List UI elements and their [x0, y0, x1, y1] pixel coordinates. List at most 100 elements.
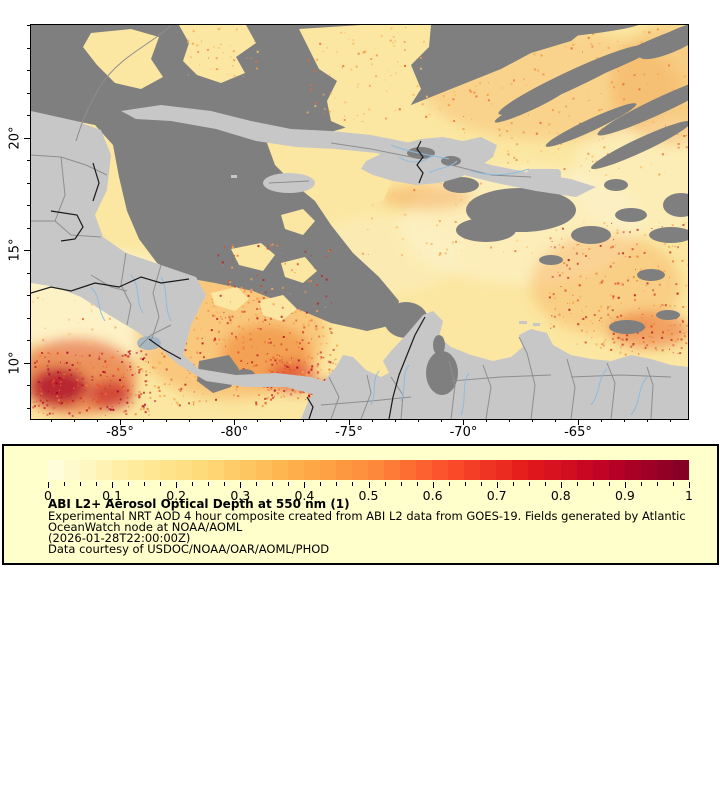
y-minor-tick: [27, 205, 30, 207]
colorbar-tick-label: 0.4: [294, 488, 315, 503]
legend-text-block: ABI L2+ Aerosol Optical Depth at 550 nm …: [48, 498, 708, 556]
y-minor-tick: [27, 295, 30, 297]
colorbar-major-tick: [112, 482, 114, 488]
colorbar-step: [528, 460, 545, 480]
lake-nicaragua: [137, 336, 161, 350]
y-minor-tick: [27, 227, 30, 229]
colorbar-minor-tick: [288, 482, 290, 486]
colorbar-minor-tick: [512, 482, 514, 486]
legend-credit: Data courtesy of USDOC/NOAA/OAR/AOML/PHO…: [48, 542, 330, 557]
longitude-tick-label: -80°: [220, 425, 249, 440]
map-plot-area: [30, 24, 689, 420]
y-minor-tick: [27, 25, 30, 27]
colorbar-step: [672, 460, 689, 480]
colorbar-step: [336, 460, 353, 480]
colorbar-step: [416, 460, 433, 480]
colorbar-minor-tick: [64, 482, 66, 486]
colorbar-tick-label: 0.1: [102, 488, 123, 503]
colorbar-step: [224, 460, 241, 480]
colorbar-tick-label: 0.2: [166, 488, 187, 503]
colorbar-step: [640, 460, 657, 480]
y-minor-tick: [27, 317, 30, 319]
colorbar-step: [368, 460, 385, 480]
y-minor-tick: [27, 407, 30, 409]
colorbar-major-tick: [689, 482, 690, 488]
colorbar-major-tick: [240, 482, 242, 488]
colorbar-step: [192, 460, 209, 480]
colorbar-minor-tick: [448, 482, 450, 486]
colorbar-minor-tick: [608, 482, 610, 486]
colorbar-step: [592, 460, 609, 480]
colorbar-step: [400, 460, 417, 480]
colorbar-step: [384, 460, 401, 480]
colorbar-step: [560, 460, 577, 480]
colorbar-step: [80, 460, 97, 480]
x-minor-tick: [188, 419, 190, 422]
colorbar-step: [96, 460, 113, 480]
colorbar-minor-tick: [416, 482, 418, 486]
colorbar-minor-tick: [96, 482, 98, 486]
x-minor-tick: [532, 419, 534, 422]
landmasses: [31, 105, 688, 419]
colorbar-minor-tick: [192, 482, 194, 486]
cloud-streaks-northeast: [446, 25, 688, 170]
y-minor-tick: [27, 70, 30, 72]
x-major-tick: [348, 419, 350, 425]
colorbar-step: [288, 460, 305, 480]
y-minor-tick: [27, 160, 30, 162]
colorbar-major-tick: [304, 482, 306, 488]
x-minor-tick: [326, 419, 328, 422]
colorbar-minor-tick: [256, 482, 258, 486]
y-minor-tick: [27, 92, 30, 94]
colorbar-minor-tick: [144, 482, 146, 486]
colorbar-minor-tick: [576, 482, 578, 486]
colorbar-minor-tick: [400, 482, 402, 486]
longitude-tick-label: -65°: [564, 425, 592, 440]
colorbar-major-tick: [432, 482, 434, 488]
colorbar-step: [496, 460, 513, 480]
x-major-tick: [463, 419, 465, 425]
x-minor-tick: [51, 419, 53, 422]
latitude-tick-label: 15°: [7, 238, 23, 262]
longitude-tick-label: -70°: [449, 425, 478, 440]
colorbar-step: [464, 460, 481, 480]
colorbar-major-tick: [176, 482, 178, 488]
colorbar-minor-tick: [544, 482, 546, 486]
colorbar-minor-tick: [352, 482, 354, 486]
colorbar-minor-tick: [528, 482, 530, 486]
south-america-landmass: [301, 311, 688, 419]
colorbar-tick-label: 0.6: [422, 488, 443, 503]
admin-borders: [31, 25, 672, 419]
x-minor-tick: [303, 419, 305, 422]
bonaire-island: [533, 323, 540, 326]
aod-patches-in-cloud: [83, 25, 431, 321]
colorbar-major-tick: [48, 482, 49, 488]
colorbar-minor-tick: [480, 482, 482, 486]
colorbar-step: [240, 460, 257, 480]
colorbar-tick-label: 0: [44, 488, 52, 503]
colorbar-minor-tick: [656, 482, 658, 486]
x-major-tick: [119, 419, 121, 425]
x-minor-tick: [600, 419, 602, 422]
colorbar-step: [624, 460, 641, 480]
x-minor-tick: [371, 419, 373, 422]
colorbar-tick-label: 0.9: [614, 488, 635, 503]
puerto-rico-landmass: [527, 169, 561, 182]
colorbar-minor-tick: [640, 482, 642, 486]
y-major-tick: [24, 362, 30, 364]
legend-title: ABI L2+ Aerosol Optical Depth at 550 nm …: [48, 497, 350, 511]
x-minor-tick: [555, 419, 557, 422]
y-minor-tick: [27, 115, 30, 117]
latitude-tick-label: 20°: [7, 126, 23, 150]
lake-maracaibo: [426, 351, 458, 395]
colorbar-step: [448, 460, 465, 480]
colorbar-step: [352, 460, 369, 480]
colorbar-major-tick: [496, 482, 498, 488]
curacao-island: [519, 321, 527, 324]
x-minor-tick: [417, 419, 419, 422]
x-minor-tick: [211, 419, 213, 422]
colorbar-minor-tick: [384, 482, 386, 486]
colorbar-minor-tick: [336, 482, 338, 486]
colorbar-step: [144, 460, 161, 480]
